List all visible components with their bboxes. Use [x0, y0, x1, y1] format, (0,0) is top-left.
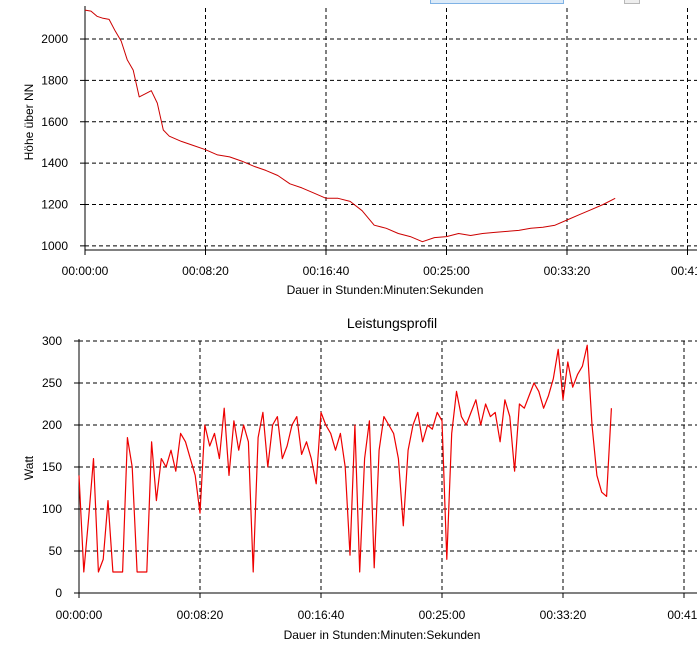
elevation-y-tick-label: 1000 [41, 239, 68, 253]
elevation-tick-labels: 1000 1200 1400 1600 1800 2000 00:00:00 00:08:20… [41, 32, 697, 278]
toolbar-tab[interactable] [430, 0, 564, 4]
power-grid [78, 340, 697, 594]
elevation-y-axis-label: Höhe über NN [22, 84, 36, 161]
elevation-x-tick-label: 00:00:00 [62, 264, 109, 278]
power-x-tick-label: 00:16:40 [298, 608, 345, 622]
power-y-tick-label: 300 [42, 334, 62, 348]
power-x-tick-label: 00:25:00 [419, 608, 466, 622]
window-top-strip [0, 0, 697, 4]
power-y-tick-label: 250 [42, 376, 62, 390]
elevation-y-tick-label: 1400 [41, 156, 68, 170]
elevation-chart: 1000 1200 1400 1600 1800 2000 00:00:00 00:08:20… [22, 6, 697, 297]
elevation-x-tick-label: 00:33:20 [544, 264, 591, 278]
power-chart: Leistungsprofil 0 50 100 150 200 250 300 00:00:… [22, 315, 697, 642]
power-series-line [78, 344, 612, 573]
power-tick-labels: 0 50 100 150 200 250 300 00:00:00 00:08:20 00:16:… [42, 334, 697, 622]
elevation-plot [84, 9, 616, 243]
elevation-y-tick-label: 1800 [41, 73, 68, 87]
elevation-grid [84, 8, 697, 250]
elevation-y-tick-label: 2000 [41, 32, 68, 46]
power-plot [78, 344, 612, 573]
elevation-x-tick-label: 00:25:00 [423, 264, 470, 278]
power-x-tick-label: 00:00:00 [56, 608, 103, 622]
power-x-tick-label: 00:41: [667, 608, 697, 622]
power-y-tick-label: 100 [42, 502, 62, 516]
elevation-x-axis-label: Dauer in Stunden:Minuten:Sekunden [287, 283, 484, 297]
elevation-series-line [84, 9, 616, 243]
power-x-tick-label: 00:08:20 [177, 608, 224, 622]
elevation-x-tick-label: 00:16:40 [303, 264, 350, 278]
power-y-tick-label: 0 [55, 586, 62, 600]
power-x-tick-label: 00:33:20 [540, 608, 587, 622]
elevation-axes [80, 6, 697, 255]
power-x-axis-label: Dauer in Stunden:Minuten:Sekunden [284, 628, 481, 642]
elevation-x-tick-label: 00:08:20 [182, 264, 229, 278]
elevation-x-tick-label: 00:41: [671, 264, 697, 278]
power-y-tick-label: 200 [42, 418, 62, 432]
power-y-axis-label: Watt [22, 455, 36, 480]
power-chart-title: Leistungsprofil [347, 315, 437, 331]
toolbar-button[interactable] [624, 0, 640, 4]
power-y-tick-label: 50 [49, 544, 63, 558]
elevation-y-tick-label: 1600 [41, 115, 68, 129]
elevation-y-tick-label: 1200 [41, 197, 68, 211]
power-y-tick-label: 150 [42, 460, 62, 474]
power-axes [74, 339, 697, 598]
